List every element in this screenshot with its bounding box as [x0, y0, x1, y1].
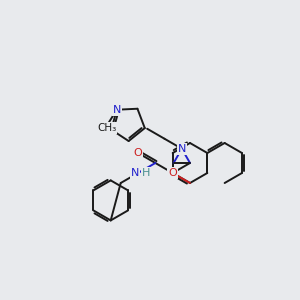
Text: O: O — [134, 148, 142, 158]
Text: N: N — [178, 144, 186, 154]
Text: N: N — [131, 168, 139, 178]
Text: H: H — [142, 168, 150, 178]
Text: CH₃: CH₃ — [97, 123, 116, 133]
Text: O: O — [168, 168, 177, 178]
Text: N: N — [112, 105, 121, 115]
Text: N: N — [107, 125, 116, 135]
